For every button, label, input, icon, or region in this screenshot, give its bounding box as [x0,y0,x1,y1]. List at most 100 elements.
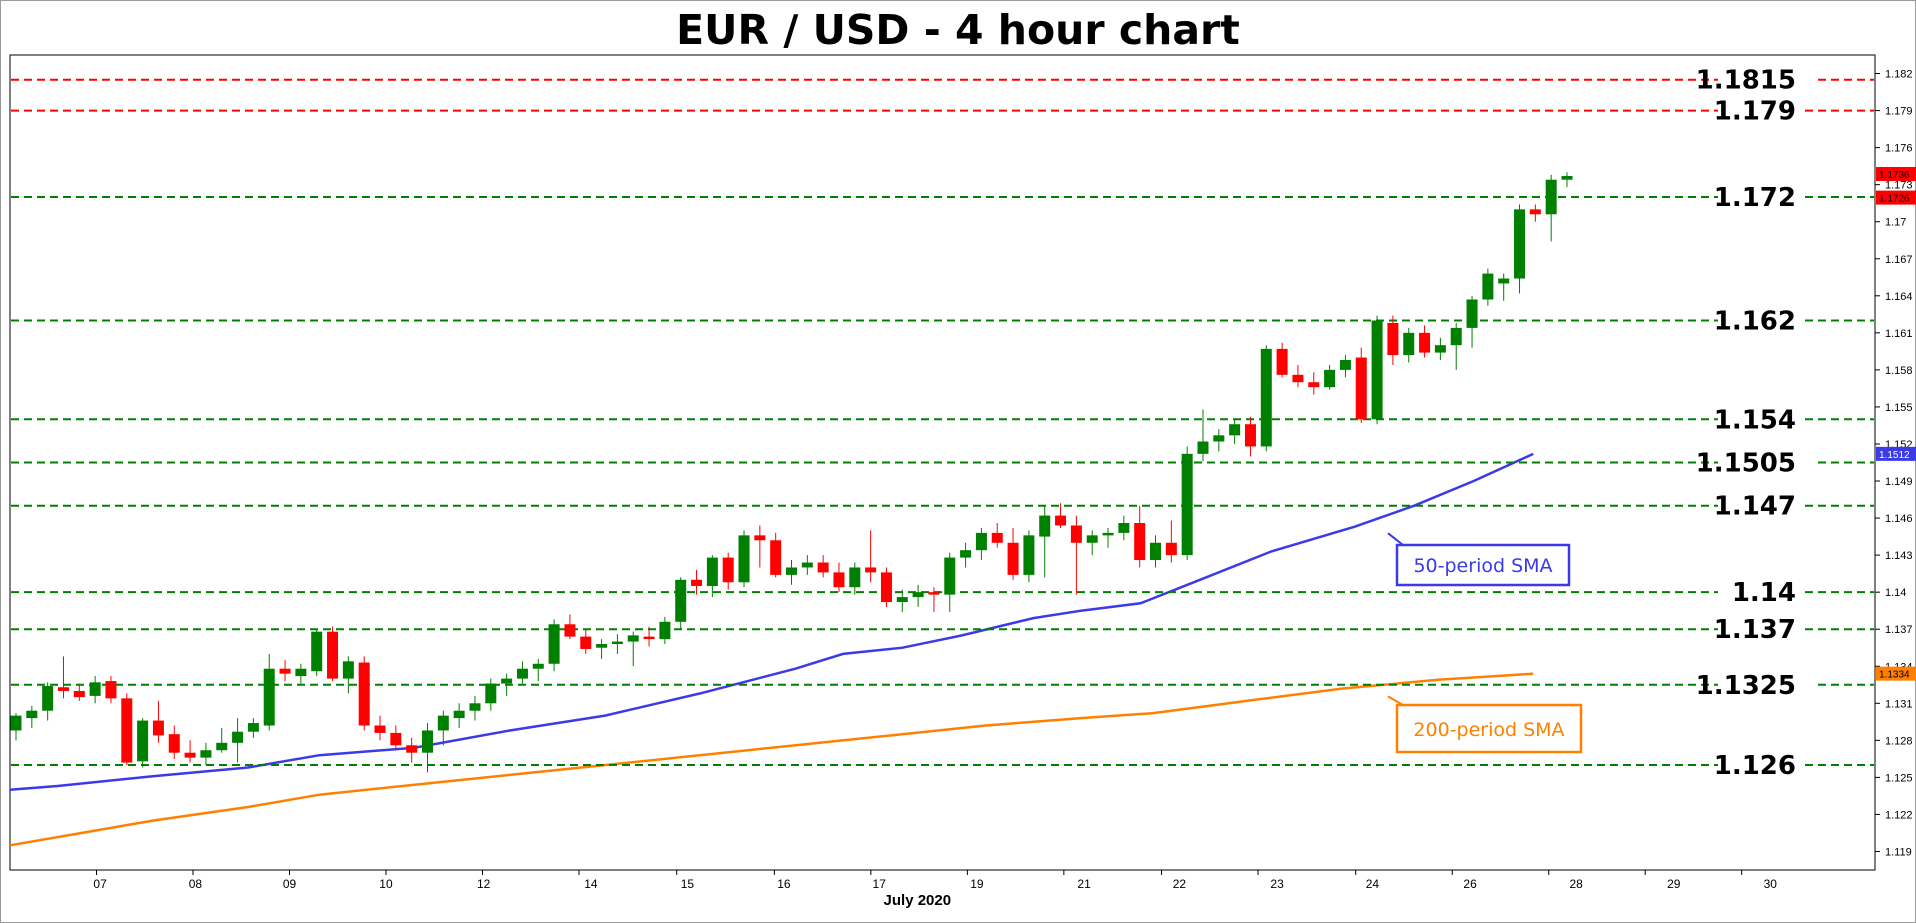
candle-body [1244,424,1256,447]
candle-body [152,720,164,736]
candle-body [1514,209,1526,279]
candle-body [501,678,513,684]
candle-body [849,567,861,588]
y-tick-label: 1.164 [1885,291,1913,303]
sma-lines [9,452,1534,847]
candle-body [532,663,544,669]
candle-body [200,750,212,758]
x-tick-label: 24 [1366,877,1380,891]
x-tick-label: 14 [584,877,598,891]
level-label: 1.14 [1732,578,1796,608]
sma-200-callout-text: 200-period SMA [1413,719,1564,741]
candle-body [833,572,845,588]
current-price-tag-lower: 1.1726 [1879,194,1910,205]
x-tick-label: 10 [379,877,393,891]
candle-body [10,715,22,731]
level-label-bg [1718,614,1802,645]
level-label: 1.154 [1714,405,1796,435]
level-label-bg [1718,447,1814,478]
candle-body [548,624,560,664]
y-tick-label: 1.149 [1885,476,1913,488]
x-tick-label: 07 [93,877,107,891]
candle-body [1134,523,1146,561]
candle-body [263,668,275,726]
x-tick-label: 09 [283,877,297,891]
x-tick-label: 22 [1173,877,1187,891]
x-tick-label: 23 [1270,877,1284,891]
level-label: 1.179 [1714,97,1796,127]
candle-body [406,745,418,753]
candle-body [1339,360,1351,370]
plot-border [9,54,1876,871]
sma-200-price-tag: 1.1334 [1879,670,1910,681]
candle-body [1355,357,1367,420]
x-tick-label: 26 [1463,877,1477,891]
candle-body [1260,348,1272,447]
candle-body [706,557,718,586]
x-axis: 07 08 09 10 12 14 15 16 17 19 21 22 23 24 26 28 29 30 July… [93,870,1777,909]
candle-body [437,715,449,731]
candle-body [168,734,180,753]
candle-body [247,723,259,732]
sma-50-line [9,452,1534,791]
candle-body [1529,209,1541,215]
candle-body [912,592,924,598]
level-label-bg [1718,669,1814,700]
candle-body [1434,345,1446,353]
sma-200-line [9,672,1534,847]
candle-body [1181,453,1193,556]
candle-body [105,681,117,699]
sma-50-callout-text: 50-period SMA [1413,555,1552,577]
x-tick-label: 19 [970,877,984,891]
y-axis: 1.182 1.179 1.176 1.173 1.17 1.167 1.164 1.161 1… [1875,69,1913,858]
candle-body [643,636,655,640]
candle-body [944,557,956,595]
candle-body [738,535,750,583]
candle-body [801,562,813,568]
candle-body [1086,535,1098,543]
candle-body [1403,332,1415,356]
candle-body [390,732,402,746]
candle-body [216,742,228,751]
candle-body [1165,542,1177,556]
candle-body [1324,369,1336,388]
plot-area-border [9,54,1876,871]
level-label-bg [1718,182,1802,213]
sma-200-callout-box [1395,703,1583,754]
level-label-bg [1718,64,1814,95]
candle-body [722,557,734,583]
candle-body [1371,320,1383,420]
candle-body [928,592,940,595]
candlesticks [10,172,1573,773]
sma-50-callout-box [1395,543,1571,587]
candle-body [1039,515,1051,537]
candle-body [1276,348,1288,375]
candle-body [121,698,133,763]
candle-body [453,710,465,719]
candle-body [786,567,797,575]
candle-body [880,572,892,603]
candle-body [865,567,877,573]
candle-body [896,597,908,603]
candle-body [691,579,703,586]
candle-body [564,624,576,637]
candle-body [1450,327,1462,346]
candle-body [754,535,766,541]
candle-body [817,562,829,573]
x-tick-label: 12 [477,877,491,891]
candle-body [1070,525,1082,543]
x-tick-label: 28 [1569,877,1583,891]
candle-body [596,644,608,648]
candle-body [516,668,528,679]
x-tick-label: 16 [777,877,791,891]
y-tick-label: 1.137 [1885,624,1913,636]
x-tick-label: 15 [681,877,695,891]
candle-body [295,668,307,677]
candle-body [327,631,339,679]
level-label-bg [1718,750,1802,781]
current-price-tag-upper: 1.1736 [1879,170,1910,181]
level-label: 1.162 [1714,306,1796,336]
candle-body [1482,273,1494,300]
x-tick-label: 30 [1764,877,1778,891]
